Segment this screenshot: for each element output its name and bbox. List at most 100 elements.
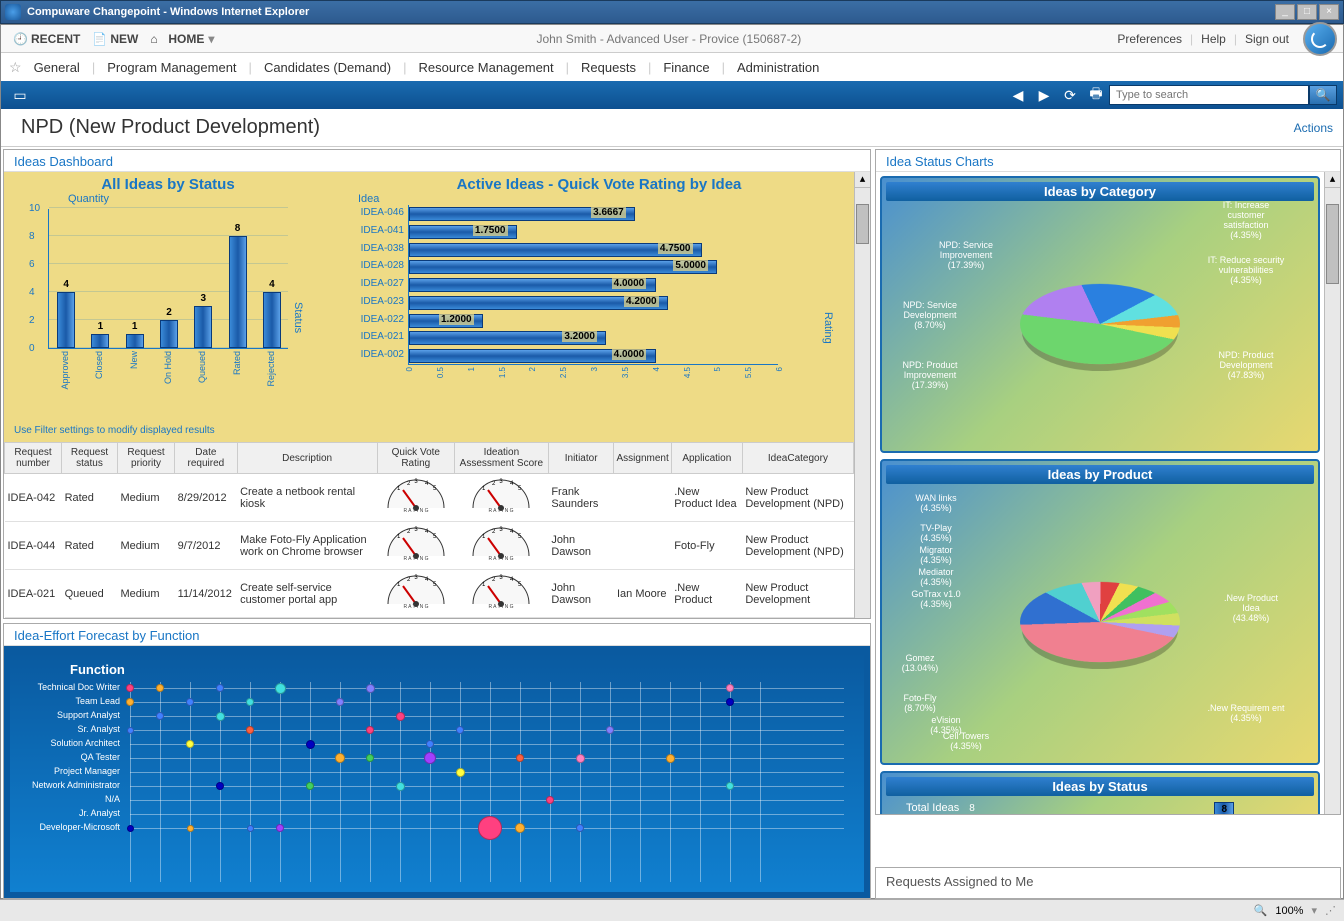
col-header[interactable]: Description <box>237 443 377 474</box>
forecast-bubble[interactable] <box>216 782 224 790</box>
forecast-bubble[interactable] <box>276 824 284 832</box>
pie3-bar: 8 <box>1214 802 1234 814</box>
recent-button[interactable]: 🕘RECENT <box>7 30 86 48</box>
forecast-bubble[interactable] <box>186 698 194 706</box>
search-input[interactable] <box>1109 85 1309 105</box>
bar-rejected[interactable] <box>263 292 281 348</box>
col-header[interactable]: Request number <box>5 443 62 474</box>
window-titlebar: Compuware Changepoint - Windows Internet… <box>0 0 1344 24</box>
forecast-bubble[interactable] <box>335 753 345 763</box>
forecast-bubble[interactable] <box>216 684 224 692</box>
menu-resource-management[interactable]: Resource Management <box>415 58 558 77</box>
forecast-title: Idea-Effort Forecast by Function <box>4 624 870 645</box>
forecast-bubble[interactable] <box>366 684 375 693</box>
col-header[interactable]: Quick Vote Rating <box>377 443 454 474</box>
forecast-bubble[interactable] <box>516 754 524 762</box>
menu-requests[interactable]: Requests <box>577 58 640 77</box>
forecast-bubble[interactable] <box>666 754 675 763</box>
zoom-icon[interactable]: 🔍 <box>1254 904 1268 917</box>
forecast-bubble[interactable] <box>426 740 434 748</box>
col-header[interactable]: Ideation Assessment Score <box>454 443 548 474</box>
search-button[interactable]: 🔍 <box>1309 85 1337 105</box>
bar-on-hold[interactable] <box>160 320 178 348</box>
forecast-bubble[interactable] <box>726 684 734 692</box>
bar-new[interactable] <box>126 334 144 348</box>
bar-rated[interactable] <box>229 236 247 348</box>
forecast-bubble[interactable] <box>246 698 254 706</box>
forecast-bubble[interactable] <box>478 816 502 840</box>
col-header[interactable]: Date required <box>175 443 237 474</box>
forecast-bubble[interactable] <box>424 752 436 764</box>
forecast-bubble[interactable] <box>127 825 134 832</box>
col-header[interactable]: Application <box>671 443 742 474</box>
forecast-bubble[interactable] <box>275 683 286 694</box>
menu-general[interactable]: General <box>30 58 84 77</box>
menu-candidates[interactable]: Candidates (Demand) <box>260 58 395 77</box>
forecast-bubble[interactable] <box>216 712 225 721</box>
nav-back-icon[interactable]: ◀ <box>1009 86 1027 104</box>
forecast-bubble[interactable] <box>726 782 734 790</box>
forecast-bubble[interactable] <box>606 726 614 734</box>
signout-link[interactable]: Sign out <box>1245 32 1289 46</box>
menu-finance[interactable]: Finance <box>659 58 713 77</box>
forecast-bubble[interactable] <box>156 684 164 692</box>
bar-chart-title: All Ideas by Status <box>8 176 328 193</box>
preferences-link[interactable]: Preferences <box>1117 32 1182 46</box>
actions-link[interactable]: Actions <box>1294 121 1333 135</box>
minimize-button[interactable]: _ <box>1275 4 1295 20</box>
col-header[interactable]: IdeaCategory <box>742 443 853 474</box>
col-header[interactable]: Assignment <box>614 443 671 474</box>
forecast-bubble[interactable] <box>366 726 374 734</box>
col-header[interactable]: Initiator <box>548 443 614 474</box>
col-header[interactable]: Request status <box>62 443 118 474</box>
forecast-bubble[interactable] <box>126 698 134 706</box>
forecast-bubble[interactable] <box>456 726 464 734</box>
pie-chart[interactable] <box>1020 284 1180 364</box>
forecast-bubble[interactable] <box>515 823 525 833</box>
forecast-bubble[interactable] <box>306 782 314 790</box>
favorite-icon[interactable]: ☆ <box>9 59 22 76</box>
forecast-bubble[interactable] <box>127 727 134 734</box>
forecast-bubble[interactable] <box>576 754 585 763</box>
bar-queued[interactable] <box>194 306 212 348</box>
close-button[interactable]: × <box>1319 4 1339 20</box>
forecast-bubble[interactable] <box>336 698 344 706</box>
menu-administration[interactable]: Administration <box>733 58 823 77</box>
folder-icon[interactable]: ▭ <box>11 86 29 104</box>
ideas-scrollbar[interactable]: ▴ <box>854 172 870 618</box>
forecast-bubble[interactable] <box>396 712 405 721</box>
bar-approved[interactable] <box>57 292 75 348</box>
menu-program-management[interactable]: Program Management <box>103 58 240 77</box>
forecast-bubble[interactable] <box>187 825 194 832</box>
refresh-icon[interactable]: ⟳ <box>1061 86 1079 104</box>
pie-chart[interactable] <box>1020 582 1180 662</box>
zoom-dropdown-icon[interactable]: ▾ <box>1311 904 1317 917</box>
forecast-bubble[interactable] <box>396 782 405 791</box>
table-row[interactable]: IDEA-044RatedMedium9/7/2012Make Foto-Fly… <box>5 522 854 570</box>
bar-closed[interactable] <box>91 334 109 348</box>
help-link[interactable]: Help <box>1201 32 1226 46</box>
hbar-idea-028[interactable] <box>409 260 717 274</box>
home-button[interactable]: ⌂HOME ▾ <box>144 30 220 48</box>
nav-forward-icon[interactable]: ▶ <box>1035 86 1053 104</box>
new-button[interactable]: 📄NEW <box>86 30 144 48</box>
forecast-panel: Idea-Effort Forecast by Function Functio… <box>3 623 871 899</box>
forecast-bubble[interactable] <box>246 726 254 734</box>
table-row[interactable]: IDEA-021QueuedMedium11/14/2012Create sel… <box>5 570 854 618</box>
forecast-bubble[interactable] <box>156 712 164 720</box>
col-header[interactable]: Request priority <box>117 443 174 474</box>
forecast-bubble[interactable] <box>456 768 465 777</box>
print-icon[interactable]: 🖶 <box>1087 86 1105 104</box>
forecast-bubble[interactable] <box>186 740 194 748</box>
requests-assigned-panel[interactable]: Requests Assigned to Me <box>875 867 1341 899</box>
status-charts-scrollbar[interactable]: ▴ <box>1324 172 1340 814</box>
forecast-bubble[interactable] <box>247 825 254 832</box>
forecast-bubble[interactable] <box>546 796 554 804</box>
forecast-bubble[interactable] <box>576 824 584 832</box>
maximize-button[interactable]: □ <box>1297 4 1317 20</box>
forecast-bubble[interactable] <box>366 754 374 762</box>
forecast-bubble[interactable] <box>126 684 134 692</box>
forecast-bubble[interactable] <box>306 740 315 749</box>
forecast-bubble[interactable] <box>726 698 734 706</box>
table-row[interactable]: IDEA-042RatedMedium8/29/2012Create a net… <box>5 474 854 522</box>
